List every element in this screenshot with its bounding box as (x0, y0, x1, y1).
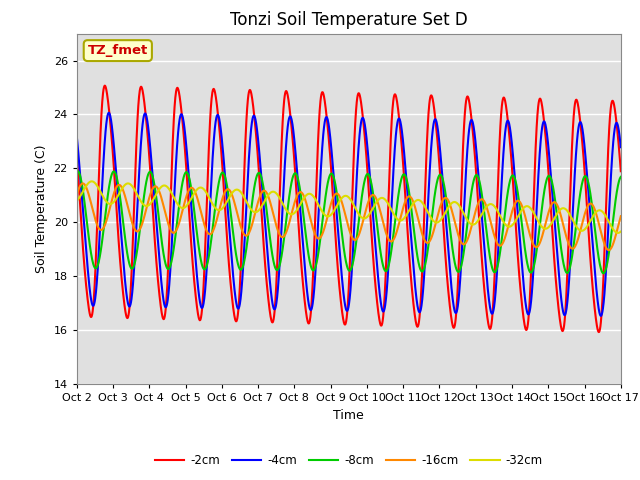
-16cm (507, 213, 515, 218)
-16cm (605, 247, 612, 253)
-2cm (507, 151, 515, 157)
-32cm (365, 213, 372, 218)
-8cm (584, 179, 592, 184)
-32cm (569, 217, 577, 223)
-2cm (617, 168, 625, 174)
Line: -4cm: -4cm (77, 113, 621, 316)
-16cm (569, 246, 577, 252)
-2cm (595, 329, 603, 335)
Line: -8cm: -8cm (77, 171, 621, 273)
-4cm (365, 157, 372, 163)
-2cm (225, 259, 232, 264)
Y-axis label: Soil Temperature (C): Soil Temperature (C) (35, 144, 48, 273)
-4cm (376, 297, 384, 302)
-8cm (617, 174, 625, 180)
-4cm (225, 219, 232, 225)
-16cm (617, 213, 625, 219)
-16cm (365, 198, 372, 204)
-4cm (569, 206, 577, 212)
-8cm (225, 194, 232, 200)
-4cm (507, 132, 515, 138)
-8cm (569, 248, 577, 253)
-4cm (584, 184, 592, 190)
-32cm (507, 223, 515, 229)
-8cm (507, 175, 515, 180)
-32cm (376, 195, 384, 201)
-2cm (376, 322, 384, 327)
-32cm (73, 198, 81, 204)
-16cm (73, 192, 81, 198)
-4cm (617, 144, 625, 150)
-32cm (617, 229, 625, 235)
Line: -2cm: -2cm (77, 85, 621, 332)
-2cm (101, 83, 109, 88)
Legend: -2cm, -4cm, -8cm, -16cm, -32cm: -2cm, -4cm, -8cm, -16cm, -32cm (150, 449, 547, 472)
Line: -16cm: -16cm (77, 183, 621, 250)
Text: TZ_fmet: TZ_fmet (88, 44, 148, 57)
-16cm (225, 187, 232, 192)
-2cm (365, 185, 372, 191)
-16cm (584, 203, 592, 208)
-8cm (365, 172, 372, 178)
-4cm (597, 313, 605, 319)
X-axis label: Time: Time (333, 408, 364, 421)
-32cm (584, 222, 592, 228)
-2cm (584, 221, 592, 227)
-4cm (105, 110, 113, 116)
-2cm (569, 125, 577, 131)
-2cm (73, 152, 81, 158)
-8cm (376, 249, 384, 254)
-32cm (88, 179, 95, 184)
-32cm (614, 230, 622, 236)
Title: Tonzi Soil Temperature Set D: Tonzi Soil Temperature Set D (230, 11, 468, 29)
Line: -32cm: -32cm (77, 181, 621, 233)
-8cm (74, 168, 81, 174)
-16cm (376, 209, 384, 215)
-8cm (73, 168, 81, 174)
-32cm (225, 195, 232, 201)
-4cm (73, 133, 81, 139)
-16cm (79, 180, 86, 186)
-8cm (600, 270, 607, 276)
